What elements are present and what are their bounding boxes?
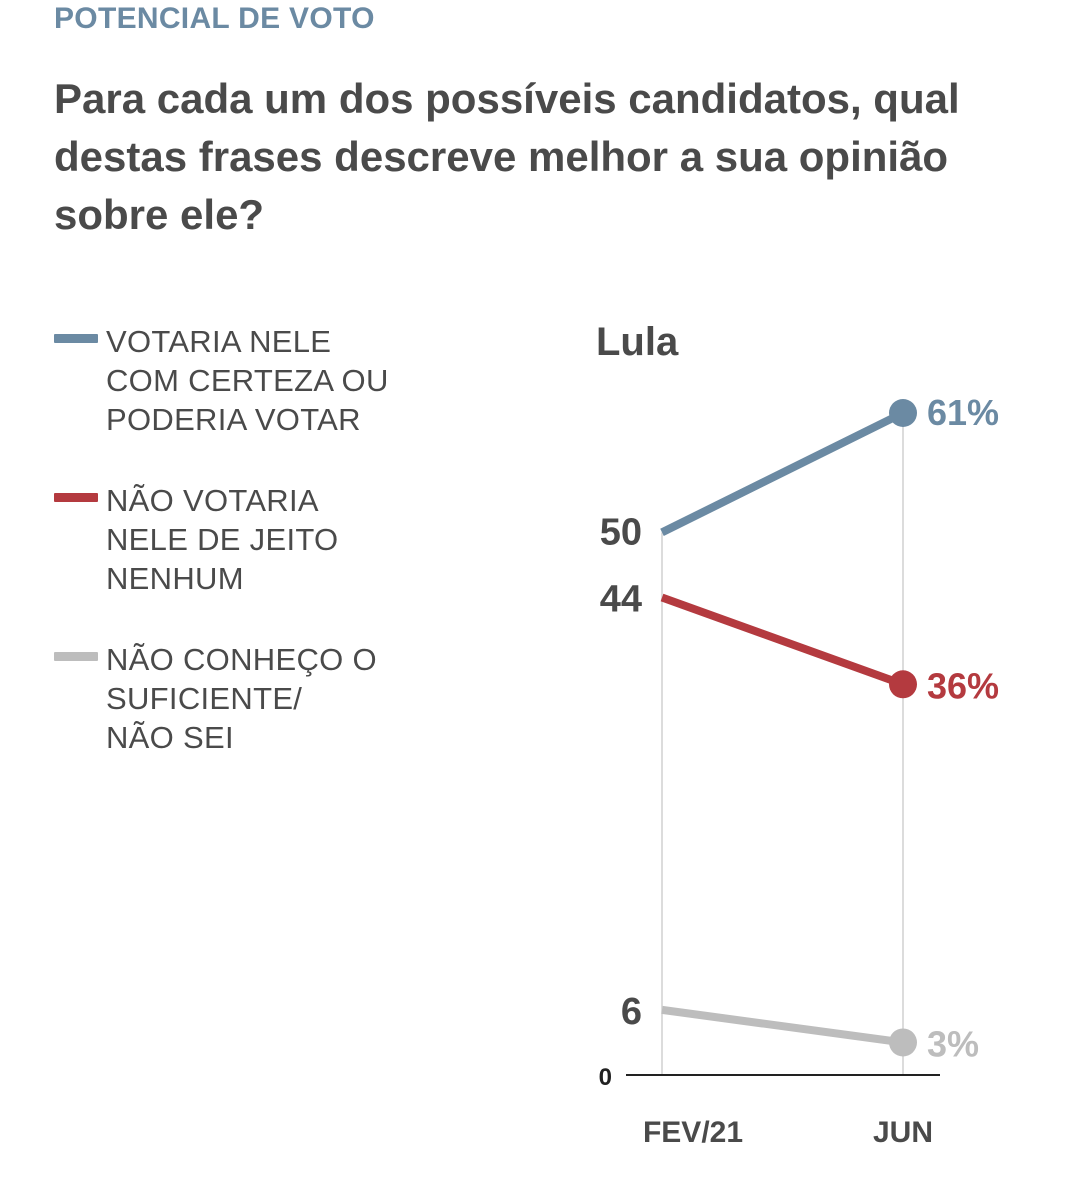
chart-legend: VOTARIA NELE COM CERTEZA OU PODERIA VOTA…	[54, 322, 414, 799]
series-line-nao-conheco	[661, 1005, 904, 1047]
legend-label-votaria: VOTARIA NELE COM CERTEZA OU PODERIA VOTA…	[106, 324, 389, 437]
x-tick-label-0: FEV/21	[643, 1116, 743, 1149]
legend-swatch-nao-votaria	[54, 493, 98, 502]
end-value-label-nao-votaria: 36%	[927, 665, 999, 706]
chart-kicker: POTENCIAL DE VOTO	[54, 2, 375, 35]
legend-swatch-nao-conheco	[54, 652, 98, 661]
start-value-label-nao-conheco: 6	[621, 991, 642, 1033]
chart-title: Lula	[596, 320, 679, 364]
legend-label-nao-votaria: NÃO VOTARIA NELE DE JEITO NENHUM	[106, 483, 339, 596]
series-line-votaria	[660, 409, 905, 536]
start-value-label-nao-votaria: 44	[600, 578, 642, 620]
series-line-nao-votaria	[660, 593, 905, 689]
legend-item-nao-conheco: NÃO CONHEÇO O SUFICIENTE/ NÃO SEI	[54, 640, 414, 757]
x-tick-label-1: JUN	[873, 1116, 933, 1149]
legend-swatch-votaria	[54, 334, 98, 343]
legend-label-nao-conheco: NÃO CONHEÇO O SUFICIENTE/ NÃO SEI	[106, 642, 377, 755]
start-value-label-votaria: 50	[600, 511, 642, 553]
legend-item-votaria: VOTARIA NELE COM CERTEZA OU PODERIA VOTA…	[54, 322, 414, 439]
series-end-point-votaria	[889, 399, 917, 427]
end-value-label-nao-conheco: 3%	[927, 1023, 979, 1064]
series-end-point-nao-votaria	[889, 670, 917, 699]
legend-item-nao-votaria: NÃO VOTARIA NELE DE JEITO NENHUM	[54, 481, 414, 598]
end-value-label-votaria: 61%	[927, 392, 999, 433]
y-tick-label-0: 0	[599, 1064, 612, 1091]
chart-headline: Para cada um dos possíveis candidatos, q…	[54, 75, 960, 238]
series-end-point-nao-conheco	[889, 1028, 917, 1057]
